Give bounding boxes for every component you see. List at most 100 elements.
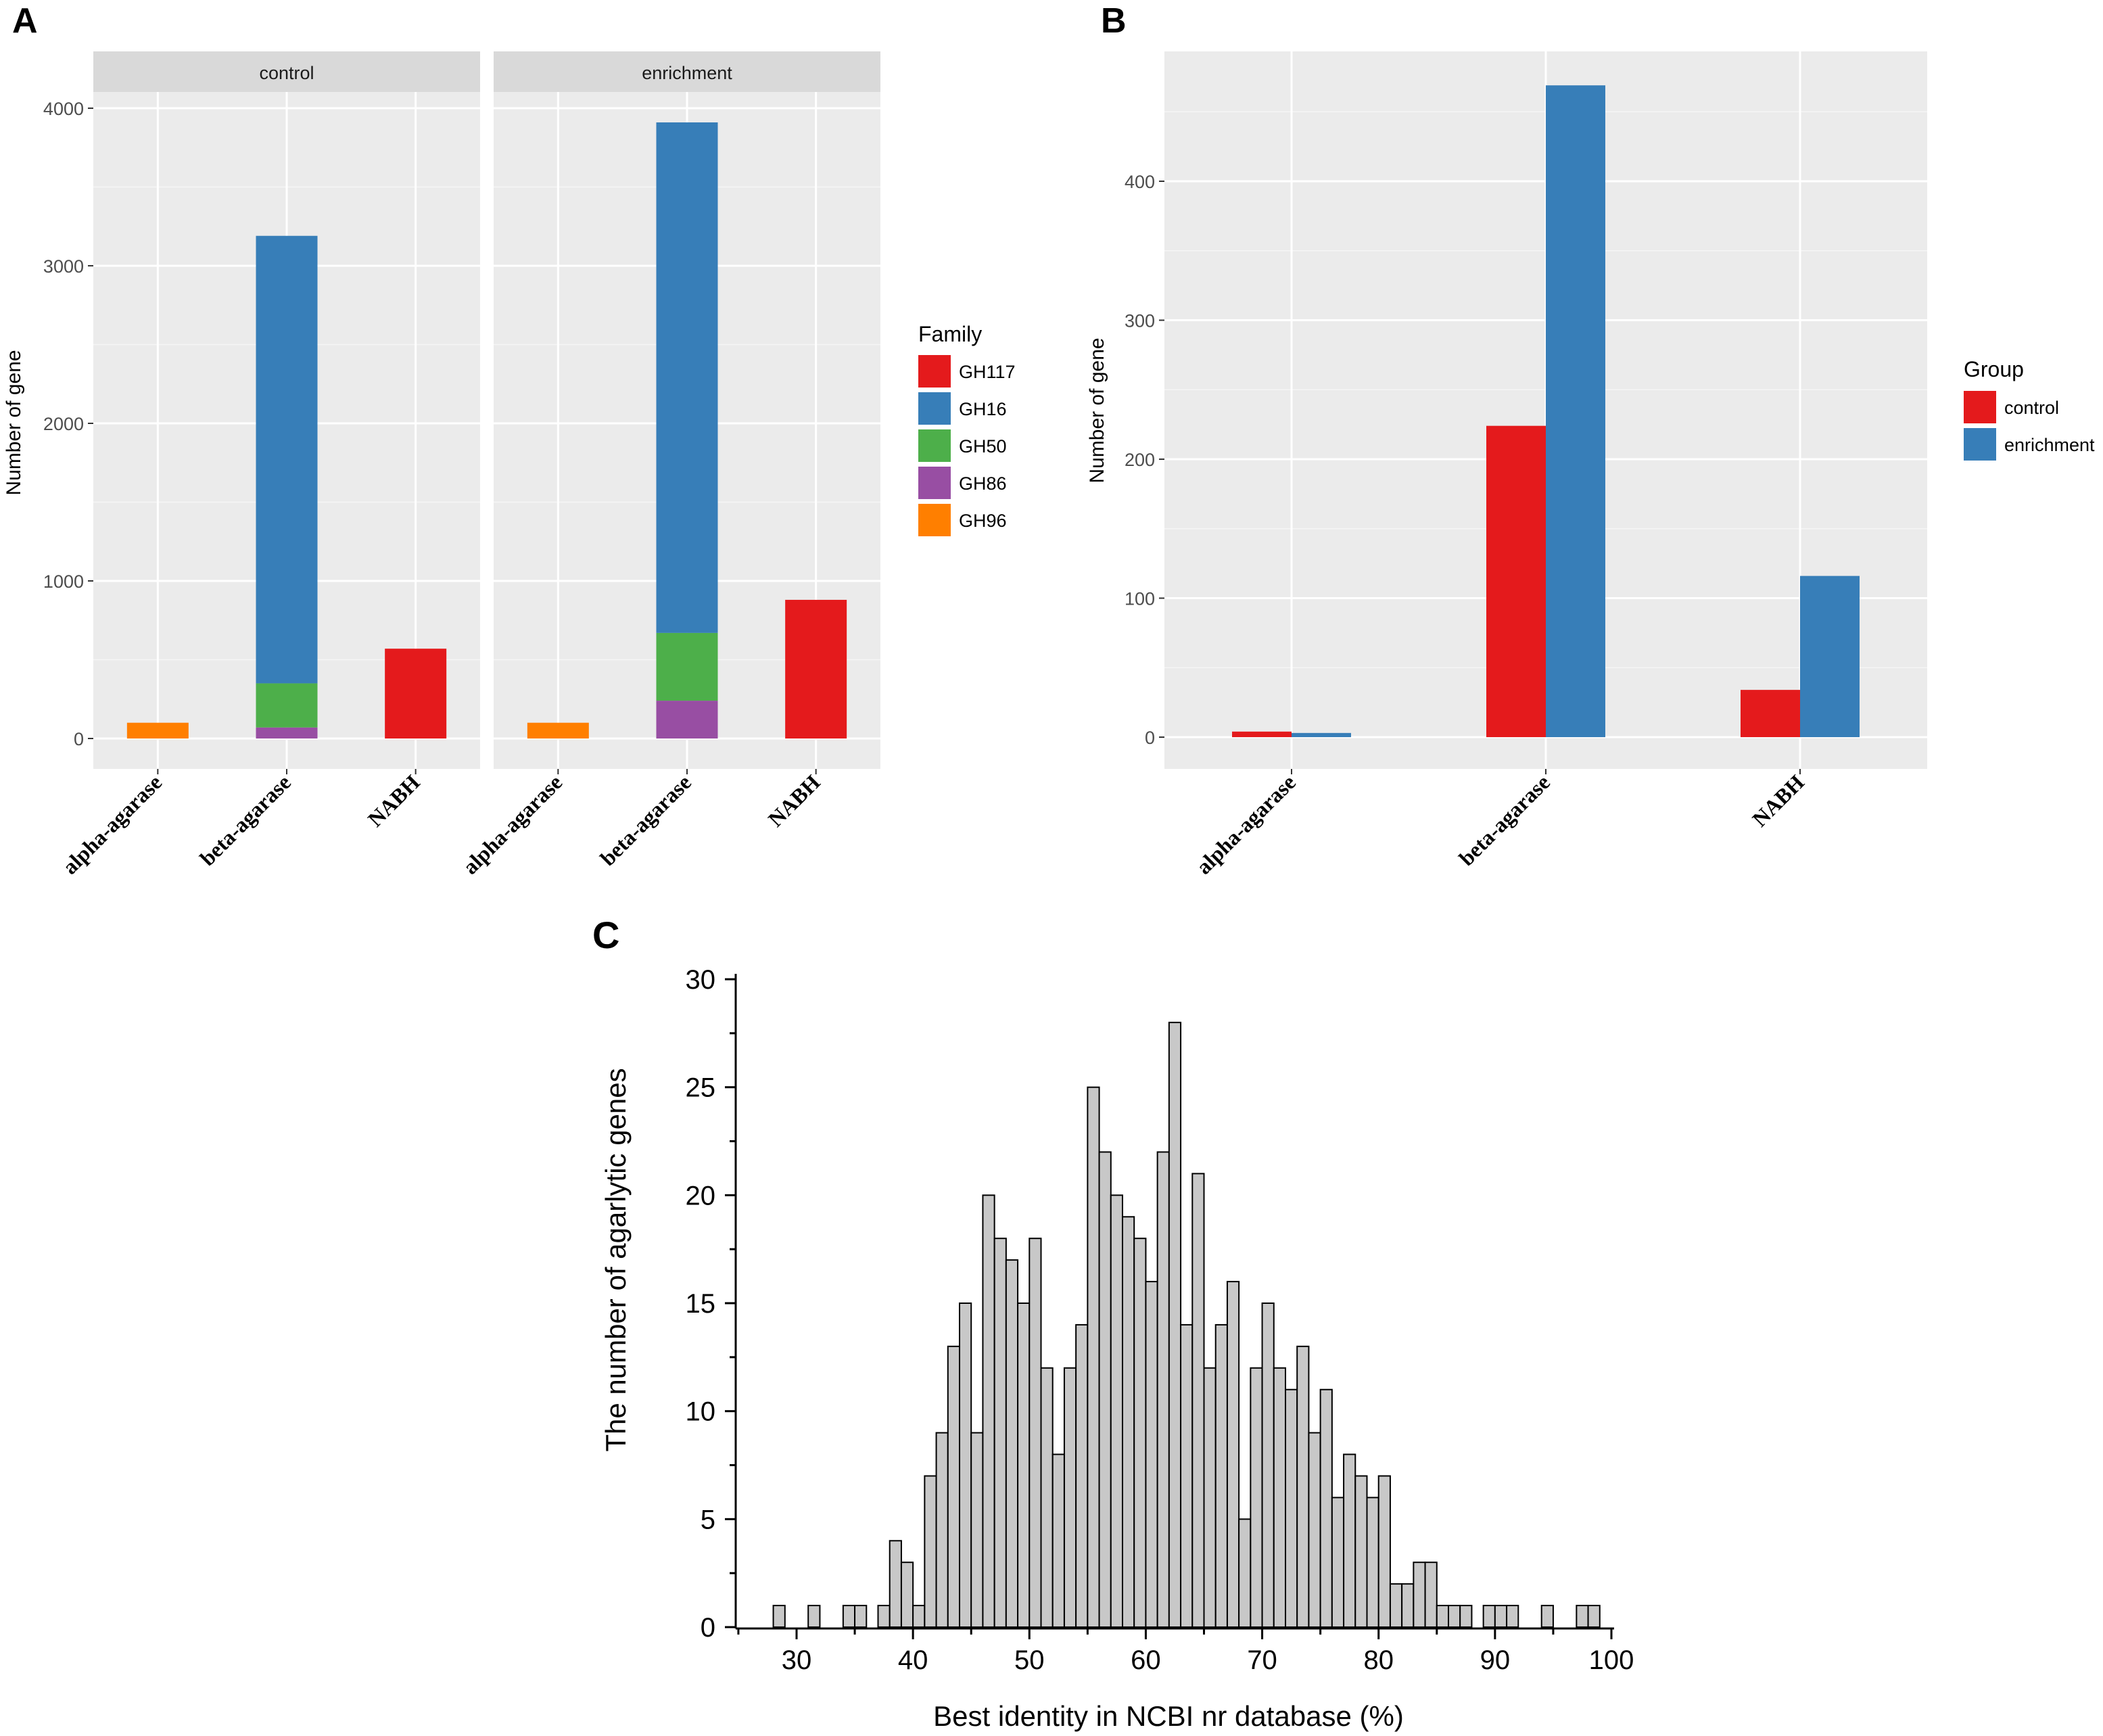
histogram-bar	[1482, 1605, 1496, 1628]
legend-label-enrichment: enrichment	[2004, 435, 2095, 455]
legend-label-gh96: GH96	[959, 511, 1007, 531]
facet-strip-label-control: control	[259, 63, 314, 83]
facet-strip-label-enrichment: enrichment	[642, 63, 732, 83]
panel-a-y-axis: 0 1000 2000 3000 4000	[43, 99, 93, 749]
histogram-bar	[1448, 1605, 1461, 1628]
histogram-bar	[1401, 1583, 1415, 1628]
histogram-bar	[1377, 1475, 1391, 1628]
x-tick-label: NABH	[1747, 770, 1809, 831]
histogram-bar	[912, 1605, 926, 1628]
panel-a-x-axis: alpha-agarase beta-agarase NABH alpha-agara…	[57, 769, 825, 879]
bar-control	[1486, 425, 1546, 737]
panel-c-x-axis-label: Best identity in NCBI nr database (%)	[933, 1700, 1404, 1732]
legend-label-gh16: GH16	[959, 399, 1007, 419]
histogram-bar	[1459, 1605, 1473, 1628]
histogram-bar	[1214, 1323, 1228, 1628]
bar-enrichment	[1800, 576, 1860, 737]
panel-b-y-axis: 0 100 200 300 400	[1125, 172, 1164, 748]
histogram-bar	[970, 1432, 984, 1628]
histogram-bar	[854, 1605, 868, 1628]
bar-enrichment	[1292, 732, 1351, 737]
y-tick-label: 5	[701, 1505, 715, 1534]
panel-c-axes: 0 5 10 15 20 25 30 30 40 50 60 70 80 90 100	[686, 965, 1634, 1675]
panel-b-x-axis: alpha-agarase beta-agarase NABH	[1191, 769, 1809, 879]
y-tick-label: 30	[686, 965, 716, 995]
histogram-bar	[1436, 1605, 1449, 1628]
y-tick-label: 0	[1145, 728, 1155, 748]
histogram-bar	[1506, 1605, 1519, 1628]
x-tick-label: alpha-agarase	[458, 770, 567, 878]
bar-segment-gh86	[256, 727, 318, 738]
y-tick-label: 0	[74, 729, 84, 749]
histogram-bar	[1273, 1367, 1287, 1628]
histogram-bar	[1424, 1562, 1438, 1628]
bar-segment-gh86	[656, 701, 718, 738]
histogram-bar	[947, 1345, 961, 1628]
bar-segment-gh117	[785, 599, 847, 738]
histogram-bar	[935, 1432, 949, 1628]
histogram-bar	[1052, 1453, 1065, 1628]
histogram-bar	[1087, 1086, 1100, 1628]
panel-c: C The number of agarlytic genes Best ide…	[592, 914, 1634, 1732]
panel-b-legend: Group control enrichment	[1964, 357, 2095, 461]
y-tick-label: 3000	[43, 256, 84, 277]
histogram-bar	[982, 1194, 995, 1628]
y-tick-label: 4000	[43, 99, 84, 119]
legend-swatch-gh117	[918, 355, 951, 388]
histogram-bar	[807, 1605, 821, 1628]
histogram-bar	[1366, 1497, 1379, 1628]
legend-label-gh117: GH117	[959, 362, 1016, 382]
x-tick-label: beta-agarase	[195, 770, 296, 870]
x-tick-label: 50	[1014, 1645, 1045, 1675]
legend-title-family: Family	[918, 322, 982, 346]
y-tick-label: 1000	[43, 571, 84, 592]
bar-enrichment	[1546, 85, 1605, 737]
panel-a-label: A	[12, 1, 38, 41]
x-tick-label: 30	[782, 1645, 812, 1675]
panel-b-label: B	[1101, 1, 1127, 41]
legend-swatch-gh16	[918, 392, 951, 425]
histogram-bar	[959, 1303, 972, 1628]
histogram-bar	[1389, 1583, 1403, 1628]
bar-segment-gh117	[385, 649, 447, 738]
bar-control	[1232, 731, 1292, 737]
panel-a: A Number of gene control enrichment 0 100…	[3, 1, 1016, 879]
x-tick-label: 90	[1480, 1645, 1511, 1675]
histogram-bar	[1017, 1303, 1031, 1628]
y-tick-label: 100	[1125, 589, 1155, 609]
y-tick-label: 20	[686, 1181, 716, 1211]
histogram-bars	[772, 1021, 1601, 1628]
histogram-bar	[1285, 1388, 1298, 1628]
x-tick-label: 70	[1247, 1645, 1277, 1675]
legend-swatch-enrichment	[1964, 428, 1996, 461]
histogram-bar	[1110, 1194, 1124, 1628]
y-tick-label: 300	[1125, 311, 1155, 331]
histogram-bar	[1040, 1367, 1054, 1628]
histogram-bar	[842, 1605, 856, 1628]
x-tick-label: NABH	[363, 770, 425, 831]
legend-swatch-gh50	[918, 429, 951, 462]
panel-a-y-axis-label: Number of gene	[3, 350, 25, 495]
panel-b: B Number of gene 0 100 200 300 400 alpha-aga…	[1086, 1, 2095, 879]
bar-segment-gh50	[256, 683, 318, 728]
histogram-bar	[1494, 1605, 1508, 1628]
x-tick-label: 100	[1589, 1645, 1634, 1675]
bar-segment-gh50	[656, 632, 718, 701]
histogram-bar	[1540, 1605, 1554, 1628]
histogram-bar	[1005, 1259, 1019, 1628]
facet-panel-control	[93, 92, 480, 769]
x-tick-label: beta-agarase	[1454, 770, 1555, 870]
histogram-bar	[1168, 1021, 1182, 1628]
legend-label-gh86: GH86	[959, 473, 1007, 494]
histogram-bar	[1122, 1216, 1135, 1628]
panel-b-plot-area	[1164, 51, 1927, 769]
bar-segment-gh96	[527, 722, 589, 738]
histogram-bar	[924, 1475, 937, 1628]
facet-strip-control	[93, 51, 480, 92]
x-tick-label: 80	[1363, 1645, 1394, 1675]
histogram-bar	[1075, 1323, 1089, 1628]
histogram-bar	[1261, 1303, 1275, 1628]
histogram-bar	[1156, 1151, 1170, 1628]
histogram-bar	[889, 1540, 902, 1628]
